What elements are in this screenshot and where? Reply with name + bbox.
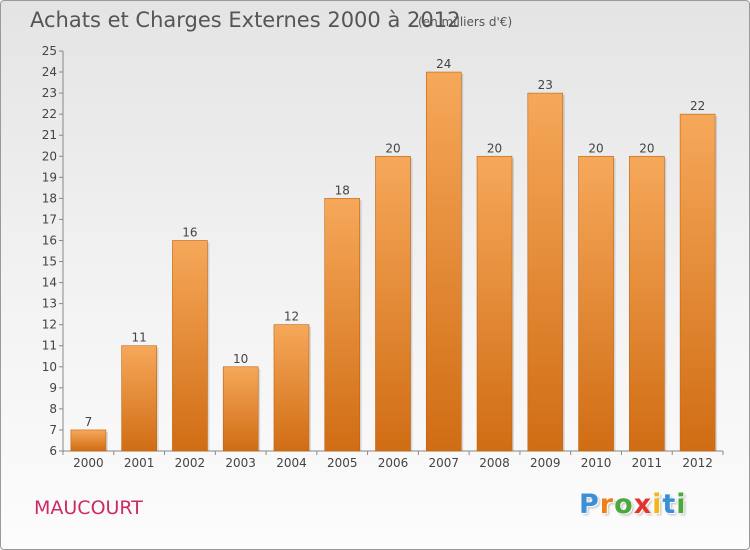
x-tick-label: 2002 (175, 456, 206, 470)
data-label-2008: 20 (487, 141, 502, 155)
data-label-2001: 11 (132, 331, 147, 345)
data-label-2012: 22 (690, 99, 705, 113)
x-tick-label: 2009 (530, 456, 561, 470)
bar-2003 (222, 366, 259, 452)
x-tick-label: 2011 (632, 456, 663, 470)
commune-name: MAUCOURT (34, 497, 143, 519)
y-tick-label: 10 (42, 360, 57, 374)
data-label-2009: 23 (538, 78, 553, 92)
y-tick-label: 25 (42, 44, 57, 58)
x-tick-label: 2006 (378, 456, 409, 470)
y-tick-label: 16 (42, 233, 57, 247)
y-tick-label: 17 (42, 212, 57, 226)
y-tick-label: 18 (42, 191, 57, 205)
x-tick-label: 2012 (682, 456, 713, 470)
data-label-2003: 10 (233, 352, 248, 366)
y-tick-label: 9 (49, 381, 57, 395)
y-tick-label: 8 (49, 402, 57, 416)
chart-subtitle: (en milliers d'€) (418, 15, 513, 29)
y-tick-label: 13 (42, 297, 57, 311)
data-label-2005: 18 (335, 183, 350, 197)
bar-2011 (629, 155, 665, 452)
logo-letter: x (633, 489, 653, 520)
bar-2007 (425, 71, 462, 452)
proxiti-logo: Proxiti (579, 489, 687, 520)
bar-2009 (527, 92, 564, 452)
y-tick-label: 21 (42, 128, 57, 142)
x-tick-label: 2000 (73, 456, 104, 470)
logo-letter: o (614, 489, 634, 520)
y-tick-label: 14 (42, 276, 57, 290)
y-tick-label: 24 (42, 65, 57, 79)
bar-2008 (476, 155, 513, 452)
data-label-2010: 20 (588, 141, 603, 155)
x-tick-label: 2008 (479, 456, 510, 470)
bar-2006 (375, 155, 411, 452)
logo-letter: r (599, 489, 615, 520)
bar-2004 (273, 324, 310, 452)
y-tick-label: 20 (42, 149, 57, 163)
logo-letter: t (662, 489, 677, 520)
y-tick-label: 23 (42, 86, 57, 100)
bar-2012 (679, 113, 716, 452)
data-label-2000: 7 (85, 415, 93, 429)
y-tick-label: 15 (42, 255, 57, 269)
bar-2001 (121, 345, 157, 452)
data-label-2006: 20 (385, 141, 400, 155)
logo-letter: i (652, 489, 663, 520)
data-label-2004: 12 (284, 310, 299, 324)
x-tick-label: 2005 (327, 456, 358, 470)
data-label-2002: 16 (182, 225, 197, 239)
bar-2002 (172, 240, 208, 452)
x-tick-label: 2004 (276, 456, 307, 470)
chart-bars (70, 71, 718, 452)
logo-letter: P (579, 489, 600, 520)
bar-2005 (324, 198, 361, 452)
y-tick-label: 19 (42, 170, 57, 184)
x-tick-label: 2003 (225, 456, 256, 470)
y-tick-label: 22 (42, 107, 57, 121)
chart-data-labels: 7 11 16 10 12 18 20 24 20 23 20 20 22 (85, 57, 706, 429)
x-tick-label: 2010 (581, 456, 612, 470)
y-tick-label: 12 (42, 318, 57, 332)
y-tick-label: 11 (42, 339, 57, 353)
chart-axes: 6 7 8 9 10 11 12 13 14 15 16 17 18 19 20 21 22 23 24 25 2000… (42, 44, 724, 470)
chart-title: Achats et Charges Externes 2000 à 2012 (30, 8, 461, 32)
y-tick-label: 6 (49, 444, 57, 458)
bar-2000 (70, 429, 107, 452)
y-tick-label: 7 (49, 423, 57, 437)
data-label-2011: 20 (639, 141, 654, 155)
data-label-2007: 24 (436, 57, 451, 71)
bar-2010 (578, 155, 614, 452)
logo-letter: i (676, 489, 687, 520)
x-tick-label: 2007 (428, 456, 459, 470)
x-tick-label: 2001 (124, 456, 155, 470)
